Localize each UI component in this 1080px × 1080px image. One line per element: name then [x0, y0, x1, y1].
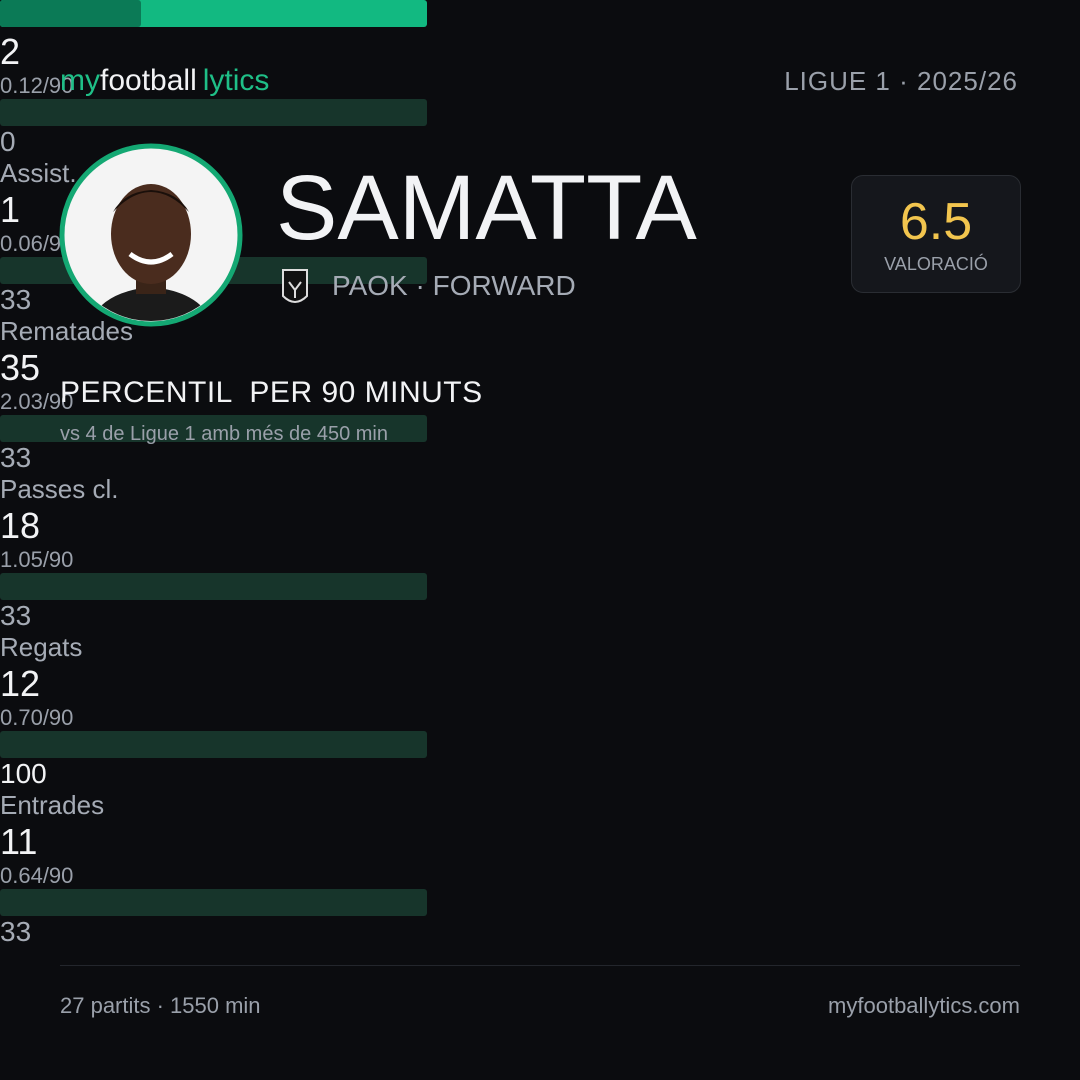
- brand-part: football: [100, 64, 197, 97]
- stat-percentile: 33: [0, 916, 32, 947]
- stat-per90: 0.64/90: [0, 863, 74, 888]
- stat-row: Rematades 35 2.03/90 33: [0, 0, 1080, 474]
- section-subtitle: vs 4 de Ligue 1 amb més de 450 min: [60, 423, 388, 445]
- stat-percentile: 33: [0, 442, 32, 473]
- stat-percentile: 33: [0, 600, 32, 631]
- club-role: PAOK · FORWARD: [332, 270, 576, 301]
- bar-track: [0, 0, 427, 600]
- rating-label: VALORACIÓ: [884, 254, 988, 274]
- stat-per90: 0.70/90: [0, 705, 74, 730]
- stat-percentile: 33: [0, 284, 32, 315]
- footer-site: myfootballytics.com: [828, 993, 1020, 1018]
- league: LIGUE 1 · 2025/26: [784, 66, 1018, 96]
- stat-total: 1: [0, 189, 21, 230]
- bar-track: [0, 0, 427, 916]
- stat-total: 11: [0, 821, 38, 862]
- stat-row: Gols20.12/900: [0, 0, 1080, 158]
- stat-row: Passes cl. 18 1.05/90 33: [0, 0, 1080, 632]
- stat-per90: 1.05/90: [0, 547, 74, 572]
- rating-card: 6.5 VALORACIÓ: [851, 175, 1021, 293]
- rows: Gols20.12/900Assist.10.06/9033Rematades3…: [0, 0, 1080, 948]
- percentile-bar: [0, 0, 141, 27]
- brand-part: my: [60, 64, 100, 97]
- stat-total: 35: [0, 347, 41, 388]
- stat-percentile: 100: [0, 758, 47, 789]
- stat-total: 12: [0, 663, 41, 704]
- stat-total: 2: [0, 31, 21, 72]
- stat-per90: 0.12/90: [0, 73, 74, 98]
- club-badge: [282, 269, 308, 303]
- bar-track: [0, 0, 427, 758]
- stat-label: Rematades: [0, 316, 133, 346]
- stat-total: 18: [0, 505, 41, 546]
- bar-track: [0, 0, 427, 126]
- stat-per90: 2.03/90: [0, 389, 74, 414]
- section-title: PERCENTIL PER 90 MINUTS: [60, 376, 483, 409]
- rating-value: 6.5: [899, 193, 973, 251]
- brand: myfootball lytics: [60, 64, 269, 98]
- divider: [60, 965, 1020, 966]
- stat-row: Regats 12 0.70/90 100: [0, 0, 1080, 790]
- stat-row: Entrades 11 0.64/90 33: [0, 0, 1080, 948]
- player-photo: [59, 143, 243, 327]
- stat-label: Entrades: [0, 790, 105, 820]
- player-name: SAMATTA: [276, 157, 697, 259]
- stat-label: Passes cl.: [0, 474, 119, 504]
- footer-stats: 27 partits · 1550 min: [60, 993, 261, 1018]
- stat-label: Regats: [0, 632, 83, 662]
- brand-part: lytics: [202, 64, 270, 97]
- stat-percentile: 0: [0, 126, 16, 157]
- stat-label: Assist.: [0, 158, 77, 188]
